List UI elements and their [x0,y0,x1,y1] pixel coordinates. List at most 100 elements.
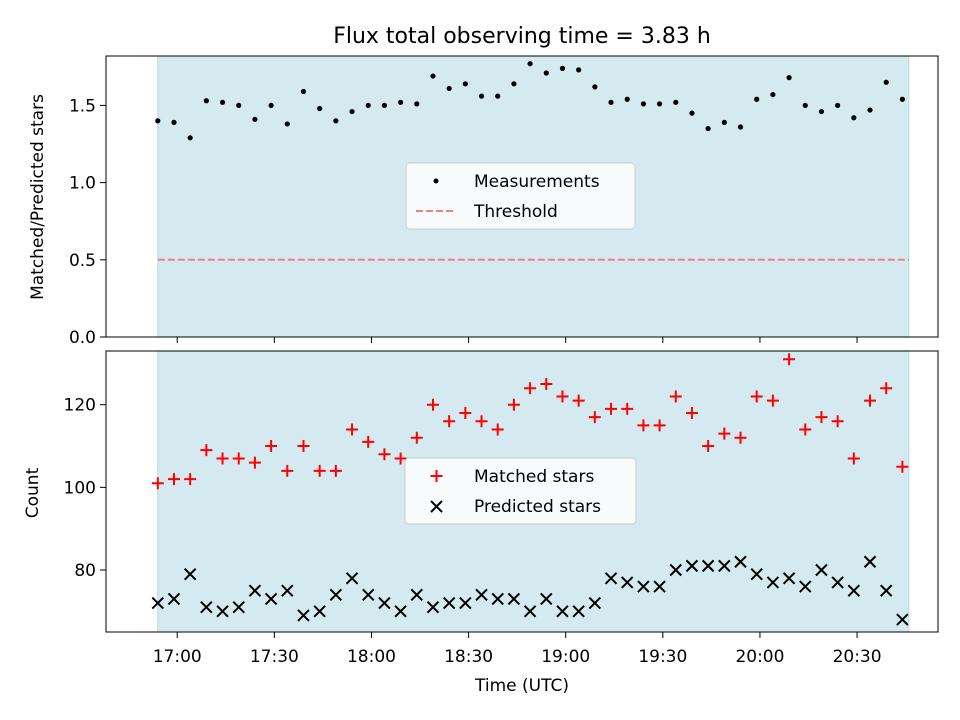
matched-star-point [216,452,229,465]
x-tick-label: 17:00 [153,647,202,667]
matched-star-point [556,390,569,403]
predicted-star-point [183,567,197,581]
predicted-star-point [151,596,165,610]
measurement-point [446,85,452,92]
matched-star-point [329,464,342,477]
x-tick-label: 18:00 [347,647,396,667]
matched-star-point [200,444,213,457]
top-legend: Measurements Threshold [405,162,636,230]
predicted-star-point [200,600,213,614]
y-tick-label: 0.0 [69,328,96,348]
predicted-star-point [588,596,602,610]
legend-threshold-label: Threshold [473,202,558,222]
measurement-point [802,102,808,109]
predicted-star-point [847,584,861,597]
measurement-point [640,101,647,107]
measurement-point [737,124,744,130]
measurement-point [511,81,517,87]
matched-star-point [847,452,860,465]
predicted-star-point [718,559,731,573]
matched-star-point [524,382,537,395]
predicted-star-point [459,596,472,610]
matched-star-point [313,464,326,477]
top-legend-box [405,162,636,230]
predicted-star-point [815,563,828,577]
predicted-star-point [410,588,423,602]
matched-star-point [346,423,359,436]
x-tick-label: 20:00 [735,647,784,667]
predicted-star-point [362,588,375,602]
matched-star-point [669,390,682,403]
legend-predicted-label: Predicted stars [474,497,601,517]
matched-star-point [232,452,245,465]
matched-star-point [475,415,488,428]
measurement-point [559,65,566,71]
predicted-star-point [426,600,440,614]
matched-star-point [783,353,796,366]
predicted-star-point [556,605,569,618]
matched-star-point [831,415,844,428]
chart-title: Flux total observing time = 3.83 h [333,24,711,49]
matched-star-point [896,460,909,473]
matched-star-point [702,440,715,453]
measurement-point [656,101,663,107]
measurement-point [705,125,711,132]
predicted-star-point [766,576,780,589]
matched-star-point [815,411,828,424]
matched-star-point [297,440,310,453]
matched-star-point [281,464,294,477]
measurement-point [867,107,873,113]
measurement-point [462,81,468,87]
predicted-star-point [313,605,326,618]
predicted-star-point [345,572,359,585]
measurement-point [478,93,485,99]
measurement-point [155,118,161,124]
matched-star-point [378,448,391,461]
y-tick-label: 80 [74,561,96,581]
predicted-star-point [750,567,763,581]
predicted-star-point [378,596,391,610]
predicted-star-point [734,555,747,568]
measurement-point [721,119,727,125]
predicted-star-point [896,613,909,626]
top-y-axis-label: Matched/Predicted stars [28,94,48,300]
matched-star-point [653,419,666,432]
matched-star-point [588,411,601,424]
x-tick-label: 17:30 [250,647,299,667]
matched-star-point [766,394,779,407]
bottom-legend-box [404,457,637,525]
y-tick-label: 120 [64,396,96,416]
matched-star-point [750,390,763,403]
x-tick-label: 19:00 [541,647,590,667]
measurement-point [835,102,841,109]
measurement-point [203,98,209,104]
matched-star-point [637,419,650,432]
legend-x-marker [430,500,443,513]
predicted-star-point [264,592,278,606]
measurement-point [818,108,825,115]
measurement-point [333,118,339,124]
bottom-y-axis-label: Count [23,467,43,518]
predicted-star-point [540,592,553,606]
matched-star-point [362,435,375,448]
predicted-star-point [879,584,893,597]
predicted-star-point [685,559,699,573]
matched-star-point [443,415,456,428]
matched-star-point [734,431,747,444]
predicted-star-point [782,572,796,585]
measurement-point [624,96,630,102]
measurement-point [689,110,695,116]
measurement-point [786,75,792,81]
measurement-point [543,70,549,76]
legend-measurement-marker [433,178,439,184]
measurement-point [883,79,889,85]
matched-star-point [265,440,278,453]
top-panel: 0.0 0.5 1.0 1.5 Measurements Threshold [69,55,939,348]
legend-matched-label: Matched stars [474,467,594,487]
measurement-point [236,102,242,109]
measurement-point [171,119,177,125]
predicted-star-point [442,596,456,610]
predicted-star-point [167,592,181,606]
measurement-point [349,108,355,115]
measurement-point [899,96,905,102]
